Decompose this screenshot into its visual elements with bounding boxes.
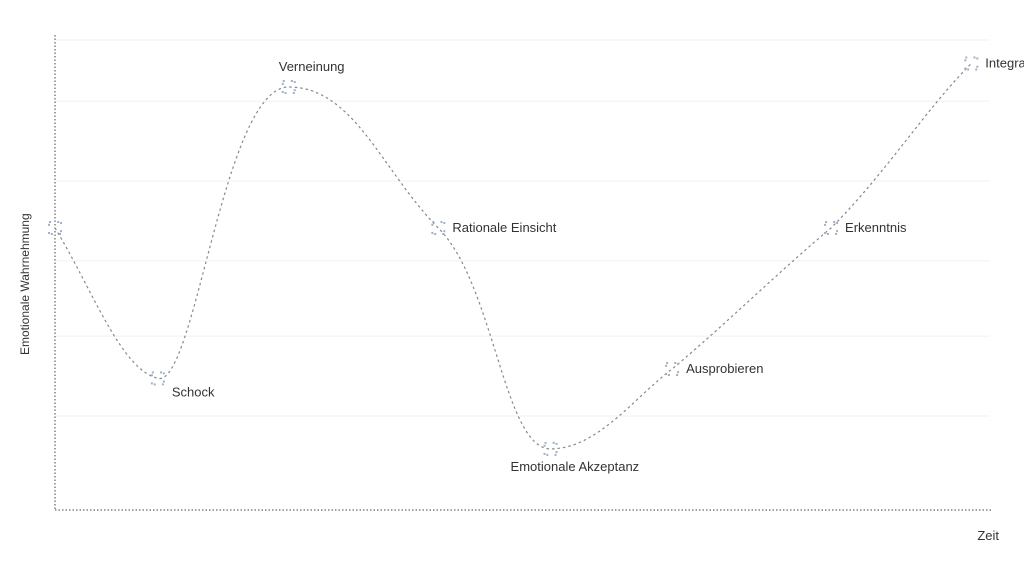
point-marker [152, 372, 164, 384]
point-label-erkenntnis: Erkenntnis [845, 220, 907, 235]
point-marker [965, 58, 977, 70]
point-label-verneinung: Verneinung [279, 59, 345, 74]
chart-svg: Schock Verneinung Rationale Einsicht Emotio… [0, 0, 1024, 581]
point-marker [666, 363, 678, 375]
point-label-rationale: Rationale Einsicht [452, 220, 556, 235]
y-axis-label: Emotionale Wahrnehmung [18, 213, 32, 355]
point-label-integration: Integration [985, 56, 1024, 71]
point-label-ausprobieren: Ausprobieren [686, 361, 763, 376]
point-label-schock: Schock [172, 384, 215, 399]
x-axis-label: Zeit [977, 528, 999, 543]
point-label-emotionale: Emotionale Akzeptanz [511, 459, 640, 474]
point-marker [545, 443, 557, 455]
change-curve-chart: Schock Verneinung Rationale Einsicht Emotio… [0, 0, 1024, 581]
